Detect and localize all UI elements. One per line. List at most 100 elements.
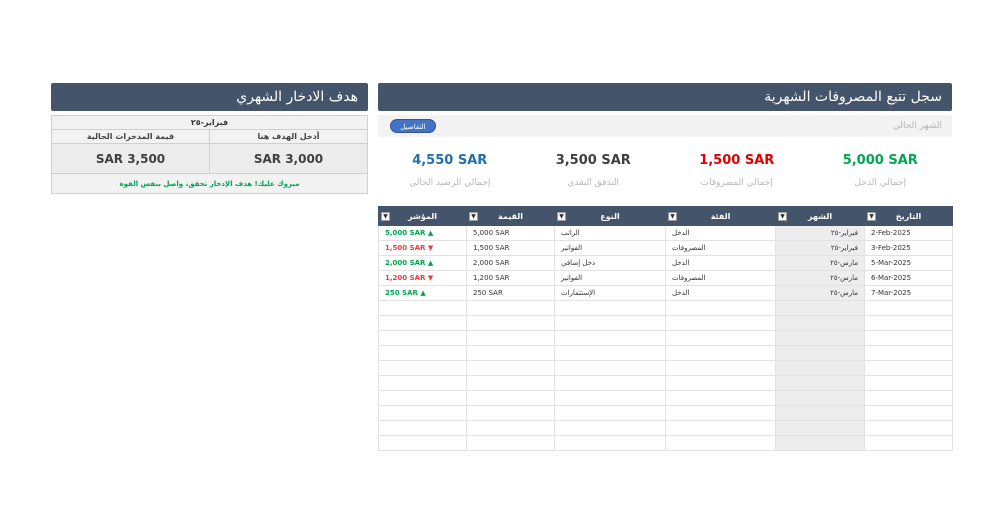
cell-date[interactable]: 5-Mar-2025 bbox=[864, 255, 953, 271]
cell-type[interactable] bbox=[554, 390, 666, 406]
cell-type[interactable]: الإستثمارات bbox=[554, 285, 666, 301]
table-row[interactable]: 6-Mar-2025 مارس-٢٥ المصروفات الفواتير 1,200 … bbox=[378, 270, 953, 286]
cell-category[interactable] bbox=[665, 435, 776, 451]
cell-category[interactable] bbox=[665, 420, 776, 436]
cell-date[interactable] bbox=[864, 315, 953, 331]
cell-amount[interactable] bbox=[466, 300, 555, 316]
column-header-type[interactable]: النوع ▼ bbox=[554, 206, 666, 226]
cell-indicator[interactable] bbox=[378, 405, 467, 421]
cell-amount[interactable]: 1,200 SAR bbox=[466, 270, 555, 286]
cell-category[interactable] bbox=[665, 390, 776, 406]
column-header-indicator[interactable]: المؤشر ▼ bbox=[378, 206, 467, 226]
cell-indicator[interactable] bbox=[378, 420, 467, 436]
goal-month[interactable]: فبراير-٢٥ bbox=[51, 115, 368, 130]
cell-date[interactable]: 7-Mar-2025 bbox=[864, 285, 953, 301]
cell-month[interactable]: مارس-٢٥ bbox=[775, 285, 865, 301]
table-row[interactable] bbox=[378, 300, 953, 316]
cell-indicator[interactable] bbox=[378, 345, 467, 361]
table-row[interactable] bbox=[378, 345, 953, 361]
cell-amount[interactable] bbox=[466, 405, 555, 421]
cell-indicator[interactable] bbox=[378, 315, 467, 331]
cell-amount[interactable] bbox=[466, 330, 555, 346]
column-header-date[interactable]: التاريخ ▼ bbox=[864, 206, 953, 226]
cell-date[interactable]: 6-Mar-2025 bbox=[864, 270, 953, 286]
table-row[interactable] bbox=[378, 315, 953, 331]
cell-amount[interactable] bbox=[466, 435, 555, 451]
cell-type[interactable] bbox=[554, 360, 666, 376]
cell-date[interactable] bbox=[864, 420, 953, 436]
cell-type[interactable] bbox=[554, 375, 666, 391]
cell-month[interactable] bbox=[775, 315, 865, 331]
cell-type[interactable] bbox=[554, 420, 666, 436]
cell-amount[interactable] bbox=[466, 360, 555, 376]
cell-amount[interactable]: 5,000 SAR bbox=[466, 225, 555, 241]
cell-category[interactable] bbox=[665, 375, 776, 391]
cell-type[interactable]: الفواتير bbox=[554, 270, 666, 286]
cell-month[interactable] bbox=[775, 330, 865, 346]
cell-date[interactable]: 2-Feb-2025 bbox=[864, 225, 953, 241]
cell-indicator[interactable] bbox=[378, 300, 467, 316]
cell-indicator[interactable]: 2,000 SAR ▲ bbox=[378, 255, 467, 271]
cell-month[interactable] bbox=[775, 405, 865, 421]
cell-type[interactable] bbox=[554, 345, 666, 361]
table-row[interactable] bbox=[378, 360, 953, 376]
cell-amount[interactable] bbox=[466, 375, 555, 391]
table-row[interactable] bbox=[378, 375, 953, 391]
cell-date[interactable] bbox=[864, 345, 953, 361]
cell-month[interactable] bbox=[775, 375, 865, 391]
column-header-amount[interactable]: القيمة ▼ bbox=[466, 206, 555, 226]
cell-category[interactable] bbox=[665, 330, 776, 346]
cell-type[interactable] bbox=[554, 405, 666, 421]
cell-indicator[interactable] bbox=[378, 360, 467, 376]
table-row[interactable]: 3-Feb-2025 فبراير-٢٥ المصروفات الفواتير 1,50… bbox=[378, 240, 953, 256]
table-row[interactable] bbox=[378, 330, 953, 346]
cell-indicator[interactable] bbox=[378, 375, 467, 391]
table-row[interactable]: 7-Mar-2025 مارس-٢٥ الدخل الإستثمارات 250 SAR… bbox=[378, 285, 953, 301]
goal-target-value[interactable]: 3,000 SAR bbox=[209, 143, 368, 174]
column-header-category[interactable]: الفئة ▼ bbox=[665, 206, 776, 226]
cell-amount[interactable]: 2,000 SAR bbox=[466, 255, 555, 271]
cell-date[interactable] bbox=[864, 330, 953, 346]
cell-category[interactable]: الدخل bbox=[665, 255, 776, 271]
cell-month[interactable] bbox=[775, 360, 865, 376]
cell-amount[interactable]: 250 SAR bbox=[466, 285, 555, 301]
cell-type[interactable] bbox=[554, 330, 666, 346]
cell-date[interactable] bbox=[864, 435, 953, 451]
cell-type[interactable]: دخل إضافي bbox=[554, 255, 666, 271]
cell-type[interactable] bbox=[554, 435, 666, 451]
cell-type[interactable]: الفواتير bbox=[554, 240, 666, 256]
cell-indicator[interactable]: 1,200 SAR ▼ bbox=[378, 270, 467, 286]
cell-category[interactable]: المصروفات bbox=[665, 240, 776, 256]
cell-type[interactable] bbox=[554, 300, 666, 316]
table-row[interactable] bbox=[378, 420, 953, 436]
cell-date[interactable]: 3-Feb-2025 bbox=[864, 240, 953, 256]
cell-month[interactable]: مارس-٢٥ bbox=[775, 270, 865, 286]
filter-dropdown-icon[interactable]: ▼ bbox=[668, 212, 677, 221]
cell-amount[interactable] bbox=[466, 420, 555, 436]
table-row[interactable] bbox=[378, 390, 953, 406]
cell-amount[interactable] bbox=[466, 345, 555, 361]
cell-month[interactable] bbox=[775, 300, 865, 316]
table-row[interactable]: 2-Feb-2025 فبراير-٢٥ الدخل الراتب 5,000 SAR 5… bbox=[378, 225, 953, 241]
cell-category[interactable] bbox=[665, 360, 776, 376]
table-row[interactable] bbox=[378, 435, 953, 451]
table-row[interactable] bbox=[378, 405, 953, 421]
cell-date[interactable] bbox=[864, 360, 953, 376]
cell-amount[interactable] bbox=[466, 390, 555, 406]
cell-category[interactable] bbox=[665, 405, 776, 421]
cell-indicator[interactable]: 5,000 SAR ▲ bbox=[378, 225, 467, 241]
cell-month[interactable]: فبراير-٢٥ bbox=[775, 240, 865, 256]
cell-amount[interactable]: 1,500 SAR bbox=[466, 240, 555, 256]
table-row[interactable]: 5-Mar-2025 مارس-٢٥ الدخل دخل إضافي 2,000 SAR… bbox=[378, 255, 953, 271]
cell-category[interactable] bbox=[665, 315, 776, 331]
filter-dropdown-icon[interactable]: ▼ bbox=[381, 212, 390, 221]
cell-amount[interactable] bbox=[466, 315, 555, 331]
cell-month[interactable] bbox=[775, 345, 865, 361]
cell-category[interactable] bbox=[665, 345, 776, 361]
cell-month[interactable]: فبراير-٢٥ bbox=[775, 225, 865, 241]
cell-category[interactable]: المصروفات bbox=[665, 270, 776, 286]
cell-type[interactable]: الراتب bbox=[554, 225, 666, 241]
cell-date[interactable] bbox=[864, 405, 953, 421]
cell-indicator[interactable] bbox=[378, 435, 467, 451]
cell-type[interactable] bbox=[554, 315, 666, 331]
